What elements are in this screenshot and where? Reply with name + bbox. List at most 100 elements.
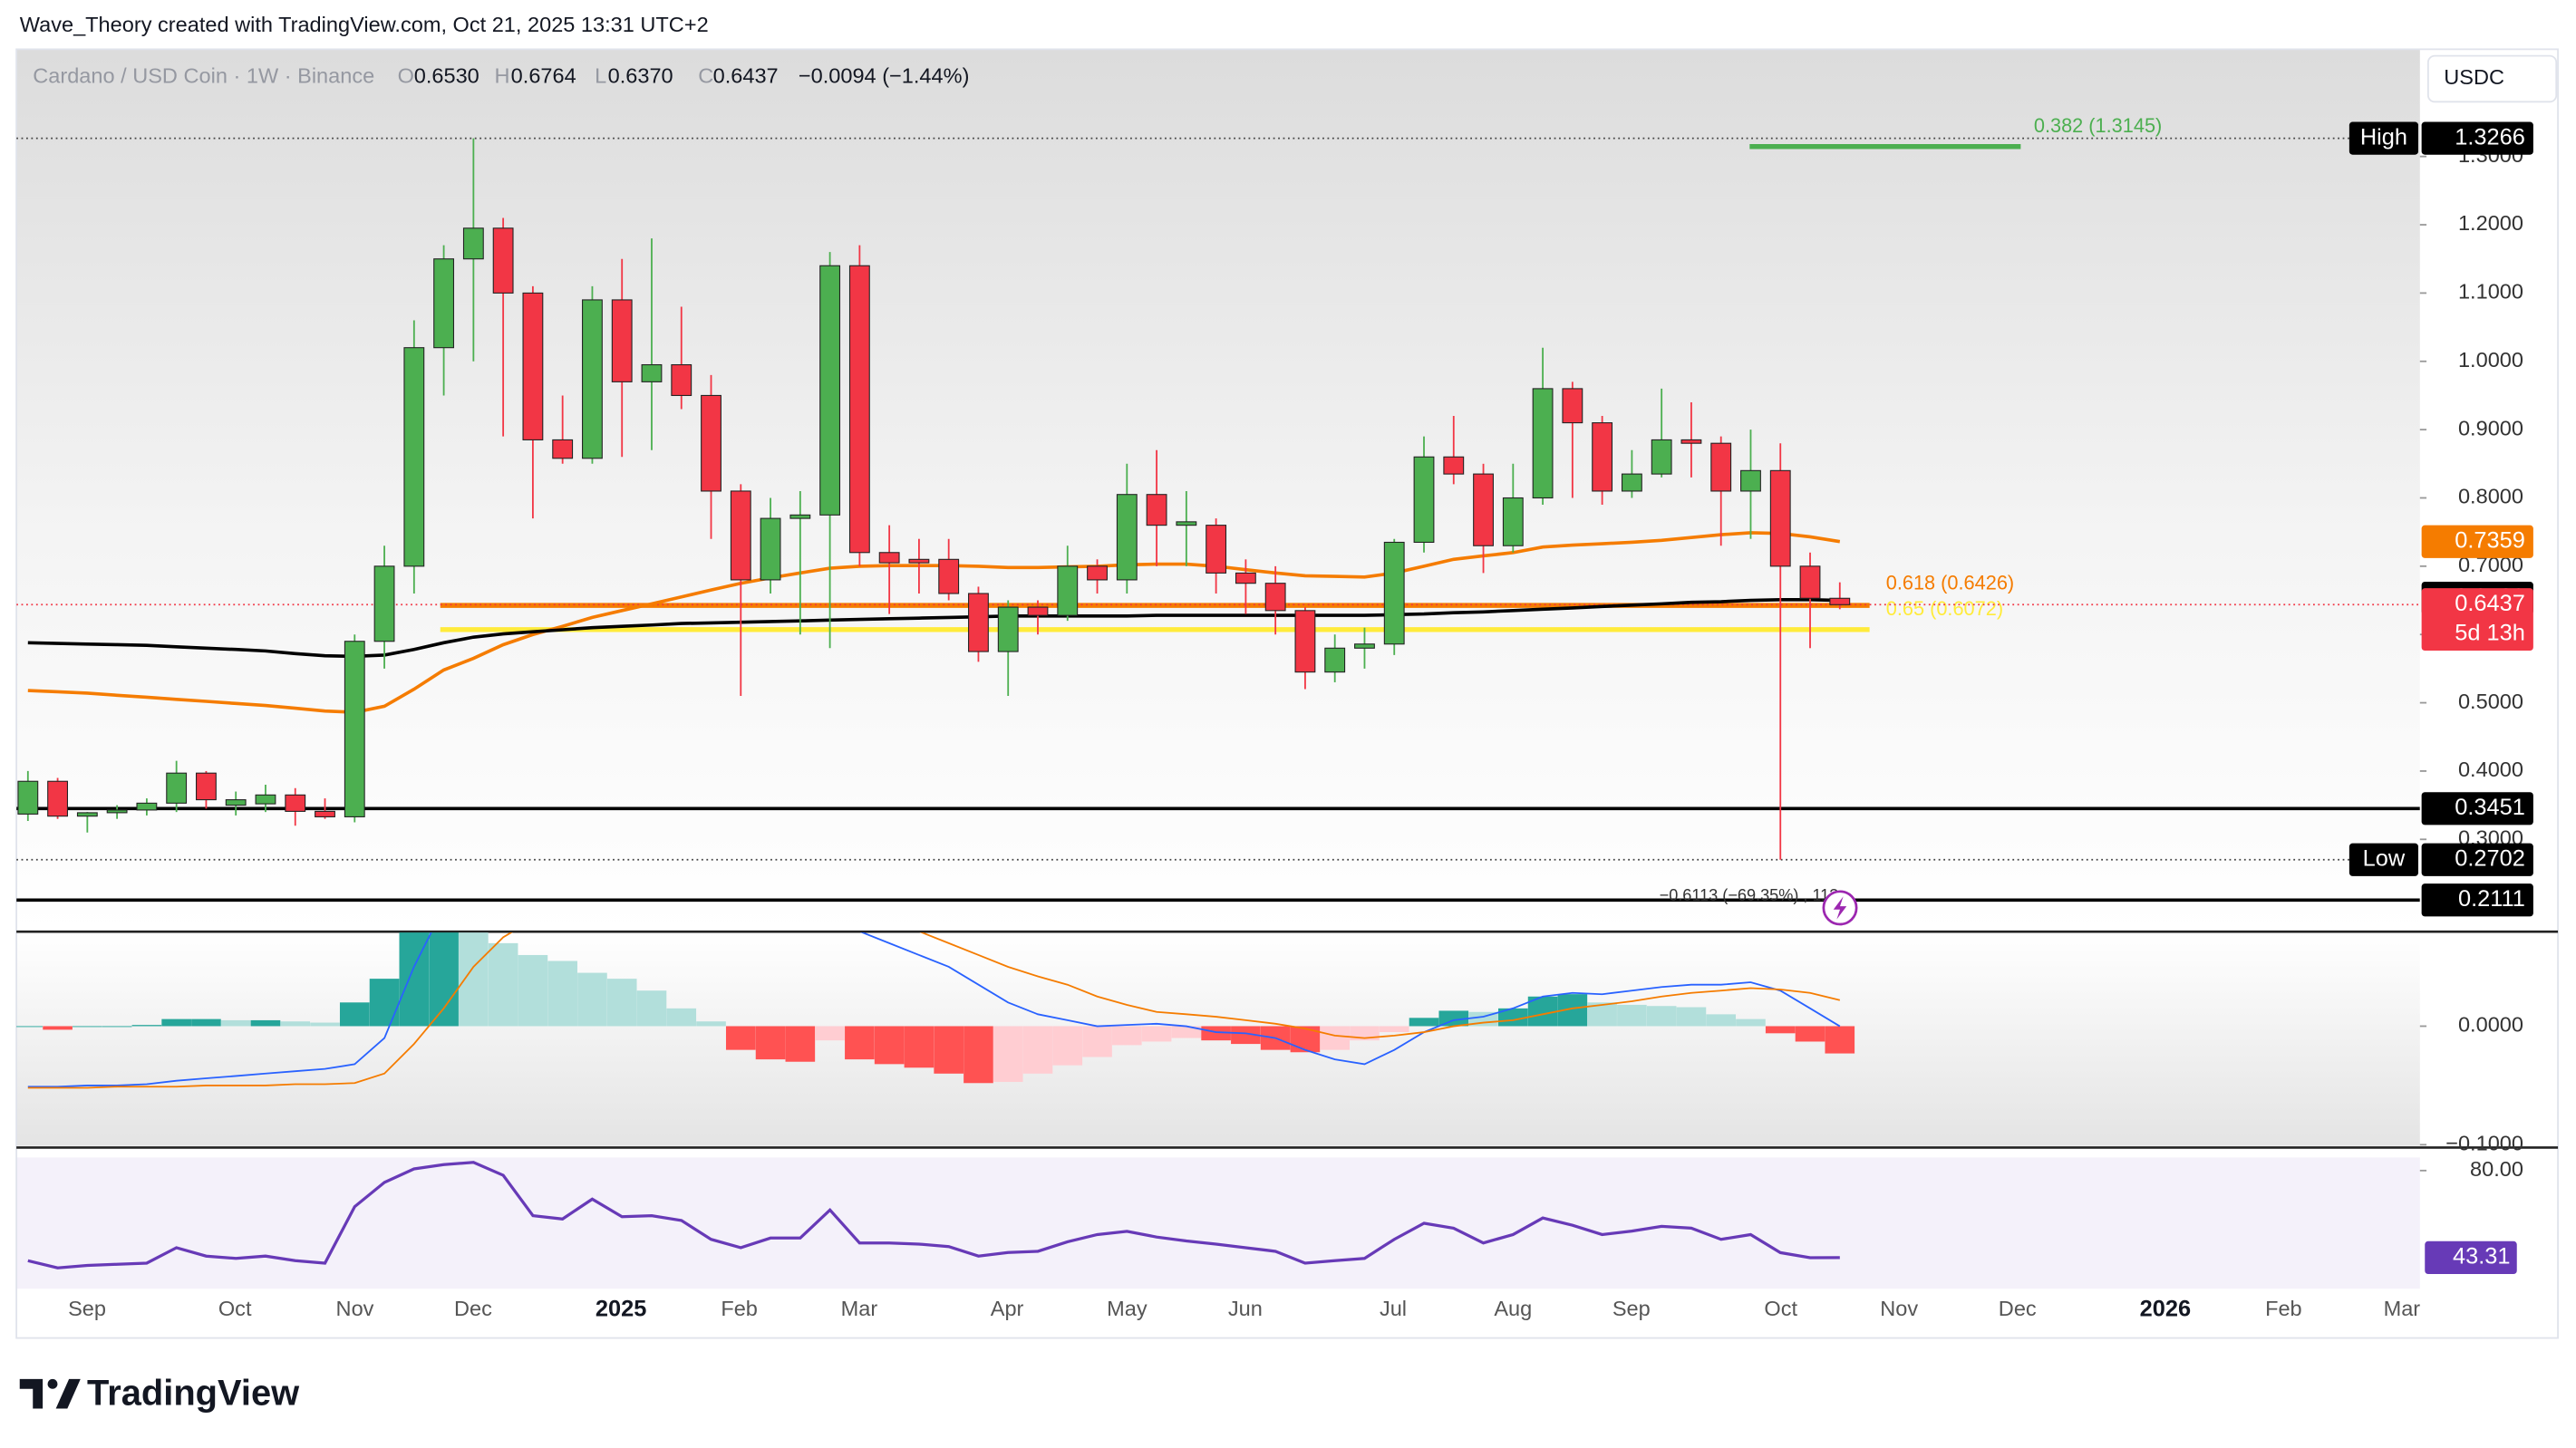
histogram-bar bbox=[547, 961, 577, 1027]
candle-body bbox=[641, 363, 663, 382]
histogram-bar bbox=[1765, 1026, 1796, 1034]
y-tick-label: 0.5000 bbox=[2458, 690, 2523, 713]
candle-body bbox=[522, 292, 544, 440]
ohlc-value: 0.6370 bbox=[608, 63, 673, 87]
candle-body bbox=[1829, 597, 1851, 605]
candle-body bbox=[136, 802, 158, 811]
extreme-name: High bbox=[2360, 124, 2407, 150]
time-label: Feb bbox=[721, 1297, 758, 1320]
price-badge bbox=[2421, 792, 2533, 825]
histogram-bar bbox=[1171, 1026, 1202, 1038]
candle-body bbox=[1324, 647, 1346, 673]
y-tick-label: 80.00 bbox=[2470, 1157, 2523, 1181]
histogram-bar bbox=[73, 1026, 102, 1028]
symbol-legend: Cardano / USD Coin · 1W · Binance bbox=[33, 63, 374, 87]
logo-text: TradingView bbox=[87, 1374, 300, 1414]
candle-body bbox=[1057, 565, 1079, 616]
candle-body bbox=[1651, 439, 1672, 475]
candle-body bbox=[403, 347, 425, 567]
rsi-band bbox=[16, 1157, 2420, 1289]
time-label: May bbox=[1107, 1297, 1148, 1320]
histogram-bar bbox=[518, 954, 548, 1027]
candle-body bbox=[1264, 583, 1286, 612]
ohlc-key: C bbox=[698, 63, 713, 87]
histogram-bar bbox=[250, 1019, 281, 1027]
ohlc-value: 0.6437 bbox=[713, 63, 779, 87]
histogram-bar bbox=[934, 1026, 964, 1074]
fib-label: 0.65 (0.6072) bbox=[1886, 597, 2003, 620]
time-label: Nov bbox=[1880, 1297, 1918, 1320]
histogram-bar bbox=[1290, 1026, 1321, 1053]
candle-body bbox=[1146, 494, 1167, 526]
candle-body bbox=[582, 299, 603, 459]
candle-body bbox=[730, 490, 751, 581]
histogram-bar bbox=[1231, 1026, 1261, 1045]
candle-body bbox=[1473, 473, 1494, 546]
histogram-bar bbox=[696, 1021, 726, 1027]
currency-button[interactable] bbox=[2426, 54, 2558, 103]
time-label: Feb bbox=[2265, 1297, 2302, 1320]
candle-body bbox=[1176, 521, 1197, 526]
time-label: Mar bbox=[841, 1297, 878, 1320]
ohlc-key: O bbox=[398, 63, 414, 87]
candle-body bbox=[76, 812, 98, 817]
histogram-bar bbox=[1498, 1008, 1528, 1027]
time-label: Dec bbox=[454, 1297, 492, 1320]
rsi-plot bbox=[27, 1161, 1840, 1269]
histogram-bar bbox=[993, 1026, 1023, 1082]
histogram-bar bbox=[43, 1026, 73, 1030]
candle-body bbox=[1354, 643, 1375, 649]
histogram-bar bbox=[666, 1008, 697, 1027]
histogram-bar bbox=[1795, 1026, 1825, 1042]
candle-body bbox=[1027, 606, 1049, 616]
price-badge-label: 0.3451 bbox=[2455, 795, 2525, 820]
candle-body bbox=[760, 517, 781, 581]
time-label: Apr bbox=[991, 1297, 1024, 1320]
candle-body bbox=[433, 258, 455, 349]
ohlc-value: 0.6530 bbox=[414, 63, 479, 87]
histogram-bar bbox=[1201, 1026, 1231, 1041]
candle-body bbox=[789, 514, 811, 519]
currency-button-label[interactable]: USDC bbox=[2444, 65, 2504, 89]
y-tick-label: 0.9000 bbox=[2458, 416, 2523, 439]
y-tick-label: 0.8000 bbox=[2458, 485, 2523, 508]
histogram-bar bbox=[1617, 1004, 1647, 1027]
logo: TradingView bbox=[19, 1374, 300, 1414]
y-tick-label: 0.0000 bbox=[2458, 1013, 2523, 1037]
rsi-line bbox=[27, 1161, 1840, 1269]
ohlc-value: 0.6764 bbox=[511, 63, 576, 87]
histogram-bar bbox=[725, 1026, 756, 1050]
candle-body bbox=[17, 780, 39, 815]
candle-body bbox=[166, 772, 188, 804]
histogram-bar bbox=[1141, 1026, 1172, 1042]
candle-body bbox=[492, 227, 514, 294]
histogram-bar bbox=[161, 1018, 191, 1027]
moving-average bbox=[27, 598, 1840, 659]
candle-body bbox=[1562, 388, 1583, 424]
attribution: Wave_Theory created with TradingView.com… bbox=[20, 13, 709, 36]
fib-label: 0.382 (1.3145) bbox=[2034, 114, 2162, 137]
time-label: Nov bbox=[336, 1297, 374, 1320]
logo-mark bbox=[19, 1378, 44, 1409]
histogram-bar bbox=[102, 1026, 132, 1028]
candle-body bbox=[819, 265, 841, 516]
time-label: Dec bbox=[1999, 1297, 2037, 1320]
extreme-badge bbox=[2421, 121, 2533, 155]
histogram-bar bbox=[1320, 1026, 1351, 1050]
histogram-bar bbox=[339, 1002, 370, 1027]
logo-dot bbox=[47, 1378, 58, 1389]
time-label: 2026 bbox=[2140, 1297, 2191, 1322]
candle-body bbox=[1769, 469, 1791, 567]
candle-body bbox=[1621, 473, 1642, 492]
price-pane-bg bbox=[16, 49, 2420, 932]
histogram-bar bbox=[131, 1025, 162, 1027]
histogram-bar bbox=[16, 1026, 44, 1028]
price-badge-label: 0.7359 bbox=[2455, 528, 2525, 554]
candle-body bbox=[1680, 439, 1702, 444]
histogram-bar bbox=[191, 1018, 221, 1027]
ohlc-key: H bbox=[495, 63, 510, 87]
candle-body bbox=[1443, 456, 1465, 475]
histogram-bar bbox=[755, 1026, 786, 1060]
extreme-name-badge bbox=[2348, 843, 2418, 876]
